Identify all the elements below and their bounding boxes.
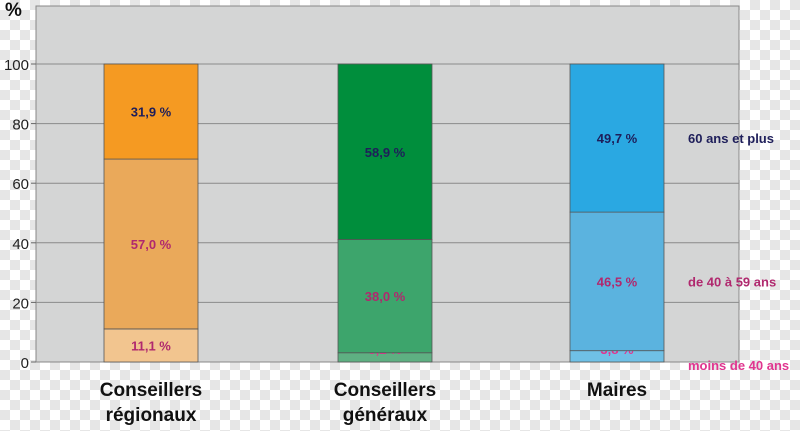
y-tick-label: 0 (21, 355, 29, 372)
legend-entry: 60 ans et plus (688, 131, 774, 146)
x-category-label: Maires (587, 380, 647, 401)
legend-entry: de 40 à 59 ans (688, 274, 776, 289)
bar-segment (103, 158, 199, 330)
data-label: 38,0 % (365, 289, 406, 304)
bar-segment (103, 328, 199, 363)
data-label: 31,9 % (131, 105, 172, 120)
data-label: 57,0 % (131, 237, 172, 252)
data-label: 58,9 % (365, 145, 406, 160)
x-category-label: Conseillers régionaux (100, 380, 202, 426)
y-tick-label: 80 (12, 117, 29, 134)
bar-segment (103, 63, 199, 160)
y-axis-unit-label: % (5, 0, 22, 21)
y-tick-label: 20 (12, 295, 29, 312)
bar-segment (337, 239, 433, 354)
data-label: 49,7 % (597, 131, 638, 146)
x-category-label: Conseillers généraux (334, 380, 436, 426)
bar-segment (569, 63, 665, 213)
y-tick-label: 40 (12, 236, 29, 253)
y-tick-label: 60 (12, 176, 29, 193)
y-tick-label: 100 (4, 57, 29, 74)
data-label: 46,5 % (597, 274, 638, 289)
bar-segment (569, 211, 665, 352)
bar-segment (337, 63, 433, 240)
legend-entry: moins de 40 ans (688, 358, 789, 373)
data-label: 11,1 % (131, 338, 171, 353)
